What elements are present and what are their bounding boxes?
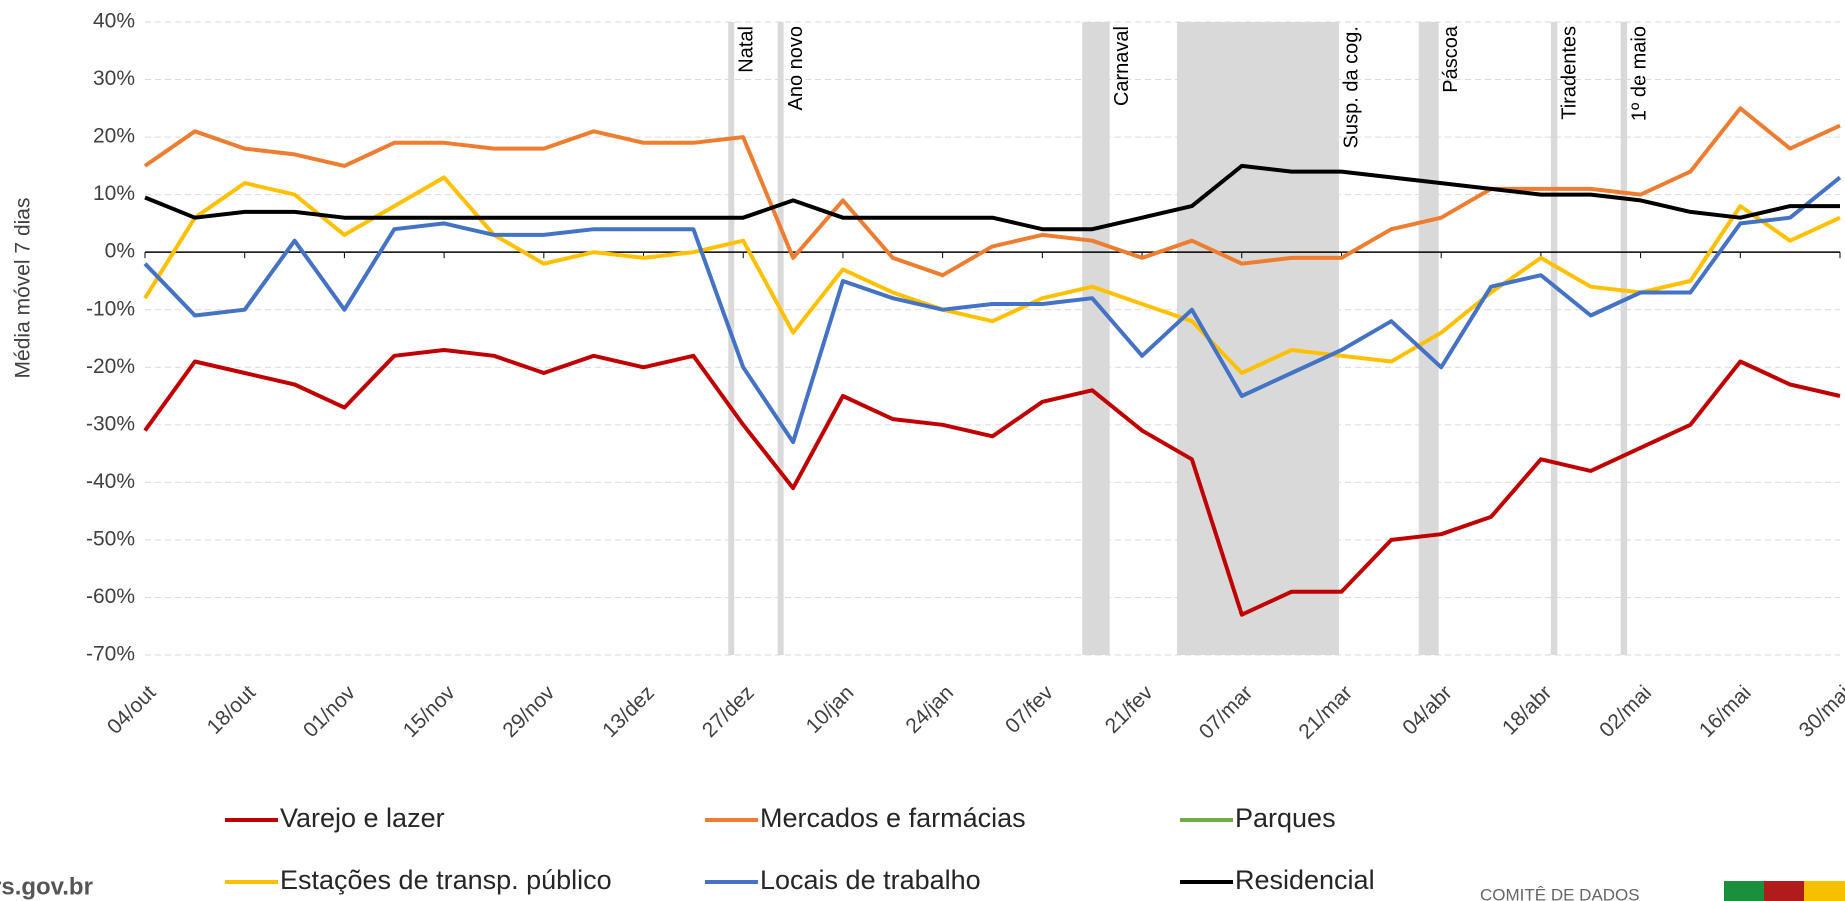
- y-tick-label: -40%: [86, 470, 135, 493]
- legend-label: Estações de transp. público: [280, 865, 612, 895]
- series-line: [143, 348, 1841, 617]
- legend-label: Varejo e lazer: [280, 803, 445, 833]
- x-tick-label: 01/nov: [299, 681, 360, 742]
- y-tick-label: -60%: [86, 585, 135, 608]
- x-tick-label: 30/mai: [1795, 681, 1845, 742]
- y-tick-label: 20%: [93, 125, 135, 148]
- x-tick-label: 29/nov: [498, 681, 559, 742]
- y-axis-label: Média móvel 7 dias: [12, 198, 35, 379]
- x-tick-label: 21/mar: [1294, 681, 1356, 743]
- x-tick-label: 07/mar: [1195, 681, 1257, 743]
- y-tick-label: -70%: [86, 643, 135, 666]
- y-tick-label: -10%: [86, 297, 135, 320]
- series-line: [143, 175, 1842, 445]
- x-tick-label: 15/nov: [399, 681, 460, 742]
- x-tick-label: 02/mai: [1595, 681, 1656, 742]
- y-tick-label: -30%: [86, 412, 135, 435]
- flag-yellow: [1804, 881, 1845, 901]
- x-tick-label: 24/jan: [901, 681, 958, 738]
- holiday-band: [1620, 22, 1628, 655]
- holiday-label: Ano novo: [785, 26, 807, 111]
- y-tick-label: 40%: [93, 10, 135, 33]
- holiday-band: [777, 22, 784, 655]
- holiday-label: Natal: [736, 26, 758, 73]
- y-tick-label: 10%: [93, 182, 135, 205]
- legend-label: Mercados e farmácias: [760, 803, 1026, 833]
- holiday-label: 1º de maio: [1628, 26, 1650, 121]
- series-line: [143, 106, 1841, 278]
- x-tick-label: 18/out: [203, 681, 261, 739]
- x-tick-label: 04/abr: [1398, 681, 1456, 739]
- x-tick-label: 21/fev: [1101, 681, 1158, 738]
- holiday-band: [1176, 22, 1339, 655]
- x-tick-label: 13/dez: [598, 681, 659, 742]
- x-tick-label: 07/fev: [1001, 681, 1058, 738]
- holiday-band: [1550, 22, 1558, 655]
- footer-site: rs.gov.br: [0, 873, 93, 900]
- holiday-label: Tiradentes: [1559, 26, 1581, 120]
- footer-committee: COMITÊ DE DADOS: [1480, 885, 1640, 901]
- flag-red: [1764, 881, 1804, 901]
- series-line: [144, 163, 1840, 232]
- legend-label: Parques: [1235, 803, 1336, 833]
- x-tick-label: 04/out: [103, 681, 161, 739]
- holiday-label: Carnaval: [1111, 26, 1133, 106]
- holiday-label: Páscoa: [1440, 25, 1462, 93]
- y-tick-label: -50%: [86, 527, 135, 550]
- flag-green: [1724, 881, 1764, 901]
- legend-label: Residencial: [1235, 865, 1375, 895]
- y-tick-label: 0%: [105, 240, 135, 263]
- holiday-band: [1082, 22, 1110, 655]
- x-tick-label: 10/jan: [802, 681, 859, 738]
- x-tick-label: 18/abr: [1498, 681, 1556, 739]
- legend-label: Locais de trabalho: [760, 865, 981, 895]
- y-tick-label: 30%: [93, 67, 135, 90]
- series-line: [143, 175, 1841, 375]
- x-tick-label: 16/mai: [1695, 681, 1756, 742]
- holiday-label: Susp. da cog.: [1340, 26, 1362, 148]
- y-tick-label: -20%: [86, 355, 135, 378]
- x-tick-label: 27/dez: [698, 681, 759, 742]
